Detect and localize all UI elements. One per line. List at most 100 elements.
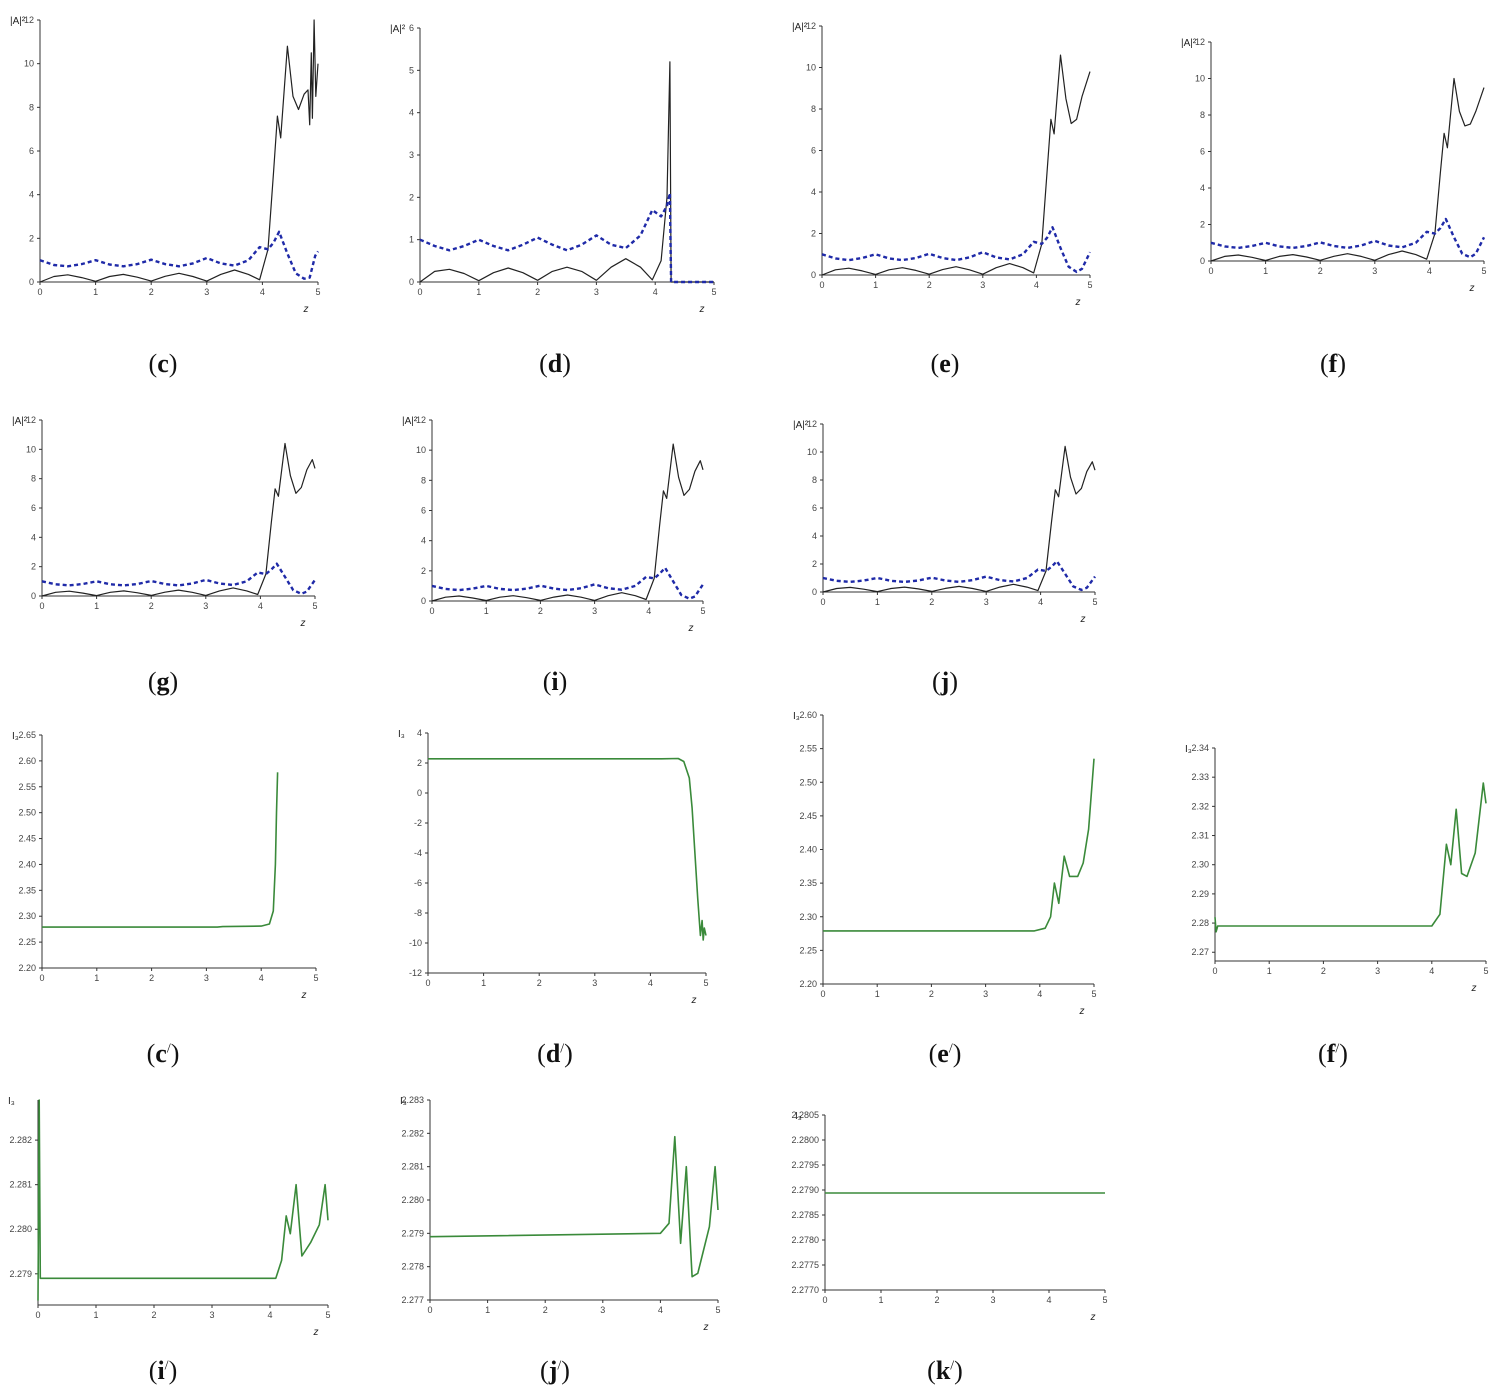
x-tick-label: 3: [1372, 266, 1377, 276]
solid-series-line: [41, 442, 316, 597]
caption-letter: i: [157, 1356, 165, 1385]
x-tick-label: 4: [260, 287, 265, 297]
y-tick-label: 12: [806, 21, 816, 31]
x-tick-label: 0: [35, 1310, 40, 1320]
dashed-series-line: [1210, 217, 1486, 259]
y-tick-label: 0: [812, 587, 817, 597]
x-tick-label: 1: [476, 287, 481, 297]
y-tick-label: 2: [29, 233, 34, 243]
x-axis-label: z: [1075, 297, 1081, 308]
x-tick-label: 5: [325, 1310, 330, 1320]
caption-letter: d: [545, 1039, 561, 1068]
x-tick-label: 3: [600, 1305, 605, 1315]
y-tick-label: 4: [811, 187, 816, 197]
caption-prime: /: [948, 1041, 953, 1057]
x-axis-label: z: [301, 990, 307, 1001]
caption-close-paren: ): [950, 349, 960, 378]
y-tick-label: 2.55: [799, 744, 817, 754]
caption-letter: j: [940, 667, 950, 696]
y-axis-label: |A|²: [402, 416, 418, 427]
y-tick-label: 2.2775: [791, 1260, 819, 1270]
caption-close-paren: ): [564, 1039, 573, 1068]
y-tick-label: 12: [24, 15, 34, 25]
x-tick-label: 2: [149, 973, 154, 983]
caption-prime: /: [560, 1041, 565, 1057]
solid-series-line: [1214, 782, 1487, 933]
y-tick-label: 2: [409, 192, 414, 202]
y-tick-label: 8: [31, 474, 36, 484]
y-tick-label: 0: [417, 788, 422, 798]
y-tick-label: 0: [409, 277, 414, 287]
x-tick-label: 4: [1037, 989, 1042, 999]
y-tick-label: 2.279: [9, 1269, 32, 1279]
x-tick-label: 0: [819, 280, 824, 290]
x-tick-label: 0: [822, 1295, 827, 1305]
x-tick-label: 5: [1102, 1295, 1107, 1305]
x-tick-label: 3: [984, 597, 989, 607]
caption-close-paren: ): [170, 1039, 180, 1068]
y-tick-label: 10: [416, 445, 426, 455]
x-tick-label: 1: [875, 597, 880, 607]
x-tick-label: 2: [929, 989, 934, 999]
x-tick-label: 3: [204, 287, 209, 297]
y-tick-label: -12: [409, 968, 422, 978]
x-tick-label: 3: [983, 989, 988, 999]
y-tick-label: 2.33: [1191, 772, 1209, 782]
caption-open-paren: (: [537, 1039, 546, 1068]
solid-series-line: [419, 61, 714, 283]
y-axis-label: I₃: [1185, 744, 1192, 755]
x-axis-label: z: [300, 618, 306, 629]
y-axis-label: I₃: [12, 731, 19, 742]
chart-cp: 0 1 2 3 4 5 2.20 2.25 2.30 2.35 2.40 2.45 2.50 2.55 2.…: [12, 730, 319, 1001]
caption-letter: f: [1328, 349, 1338, 378]
solid-series-line: [39, 19, 319, 283]
y-axis-label: |A|²: [12, 416, 28, 427]
y-tick-label: 2: [1200, 220, 1205, 230]
y-tick-label: 0: [811, 270, 816, 280]
y-tick-label: 2.2780: [791, 1235, 819, 1245]
y-tick-label: 2.2805: [791, 1110, 819, 1120]
solid-series-line: [821, 54, 1091, 276]
x-tick-label: 2: [1318, 266, 1323, 276]
x-tick-label: 5: [313, 973, 318, 983]
caption-close-paren: ): [1339, 1039, 1348, 1068]
y-tick-label: 2.60: [18, 756, 36, 766]
panel-caption-c: (c): [149, 349, 178, 379]
x-axis-label: z: [1079, 1006, 1085, 1017]
y-tick-label: 2.30: [1191, 860, 1209, 870]
x-tick-label: 0: [417, 287, 422, 297]
y-tick-label: 12: [26, 415, 36, 425]
solid-series-line: [37, 1099, 329, 1301]
x-tick-label: 2: [535, 287, 540, 297]
caption-letter: d: [547, 349, 563, 378]
x-tick-label: 5: [703, 978, 708, 988]
caption-letter: c: [157, 349, 169, 378]
y-tick-label: 3: [409, 150, 414, 160]
x-tick-label: 3: [594, 287, 599, 297]
panel-caption-f: (f): [1320, 349, 1346, 379]
y-tick-label: 2.20: [18, 963, 36, 973]
caption-letter: i: [551, 667, 559, 696]
y-tick-label: 4: [409, 108, 414, 118]
y-tick-label: 12: [807, 419, 817, 429]
y-tick-label: 2.281: [401, 1162, 424, 1172]
solid-series-line: [42, 772, 279, 928]
caption-letter: k: [935, 1356, 951, 1385]
panel-caption-d: (d): [539, 349, 571, 379]
y-tick-label: 0: [421, 596, 426, 606]
dashed-series-line: [419, 191, 714, 284]
x-axis-label: z: [1469, 283, 1475, 294]
x-tick-label: 0: [1212, 966, 1217, 976]
y-tick-label: 10: [1195, 74, 1205, 84]
y-tick-label: 2.35: [18, 885, 36, 895]
y-tick-label: 2.30: [799, 912, 817, 922]
panel-caption-j: (j): [932, 667, 958, 697]
caption-letter: g: [156, 667, 170, 696]
y-tick-label: 12: [1195, 37, 1205, 47]
x-tick-label: 5: [315, 287, 320, 297]
x-tick-label: 1: [1267, 966, 1272, 976]
x-tick-label: 2: [934, 1295, 939, 1305]
